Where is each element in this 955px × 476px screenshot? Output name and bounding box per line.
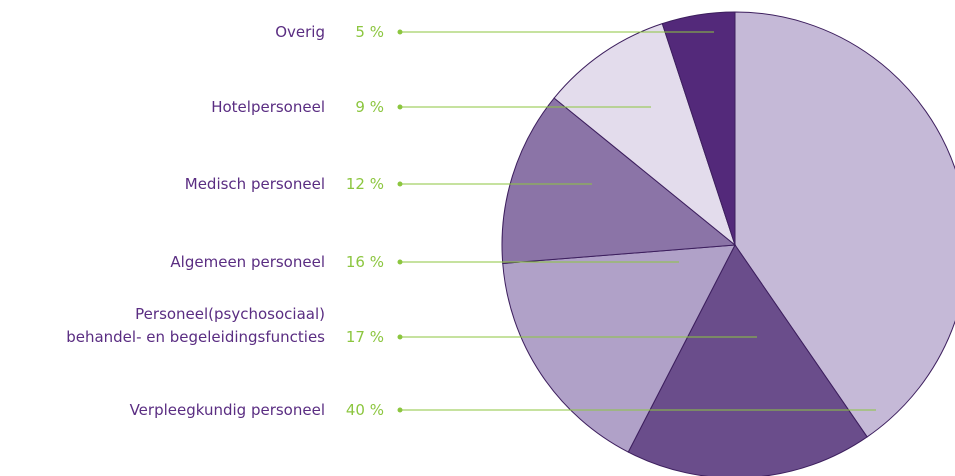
value-label: 5 %	[355, 23, 384, 41]
pie-slice	[661, 11, 736, 246]
value-label: 17 %	[345, 328, 384, 346]
value-label: 12 %	[345, 175, 384, 193]
leader-dot	[397, 181, 403, 187]
leader-dot	[397, 407, 403, 413]
category-label: Verpleegkundig personeel	[129, 401, 325, 419]
leader-dot	[397, 259, 403, 265]
value-label: 9 %	[355, 98, 384, 116]
pie-slice	[627, 244, 868, 476]
pie-slice	[501, 97, 737, 265]
leader-dot	[397, 334, 403, 340]
category-label: Hotelpersoneel	[211, 98, 325, 116]
pie-slice	[553, 23, 737, 247]
leader-dot	[397, 104, 403, 110]
leader-dot	[397, 29, 403, 35]
category-label: Algemeen personeel	[170, 253, 325, 271]
category-label: Overig	[275, 23, 325, 41]
category-label: Medisch personeel	[184, 175, 325, 193]
value-label: 16 %	[345, 253, 384, 271]
category-label: Personeel(psychosociaal) behandel- en be…	[66, 305, 325, 346]
pie-slice	[734, 11, 955, 438]
pie-slice	[502, 244, 736, 453]
value-label: 40 %	[345, 401, 384, 419]
